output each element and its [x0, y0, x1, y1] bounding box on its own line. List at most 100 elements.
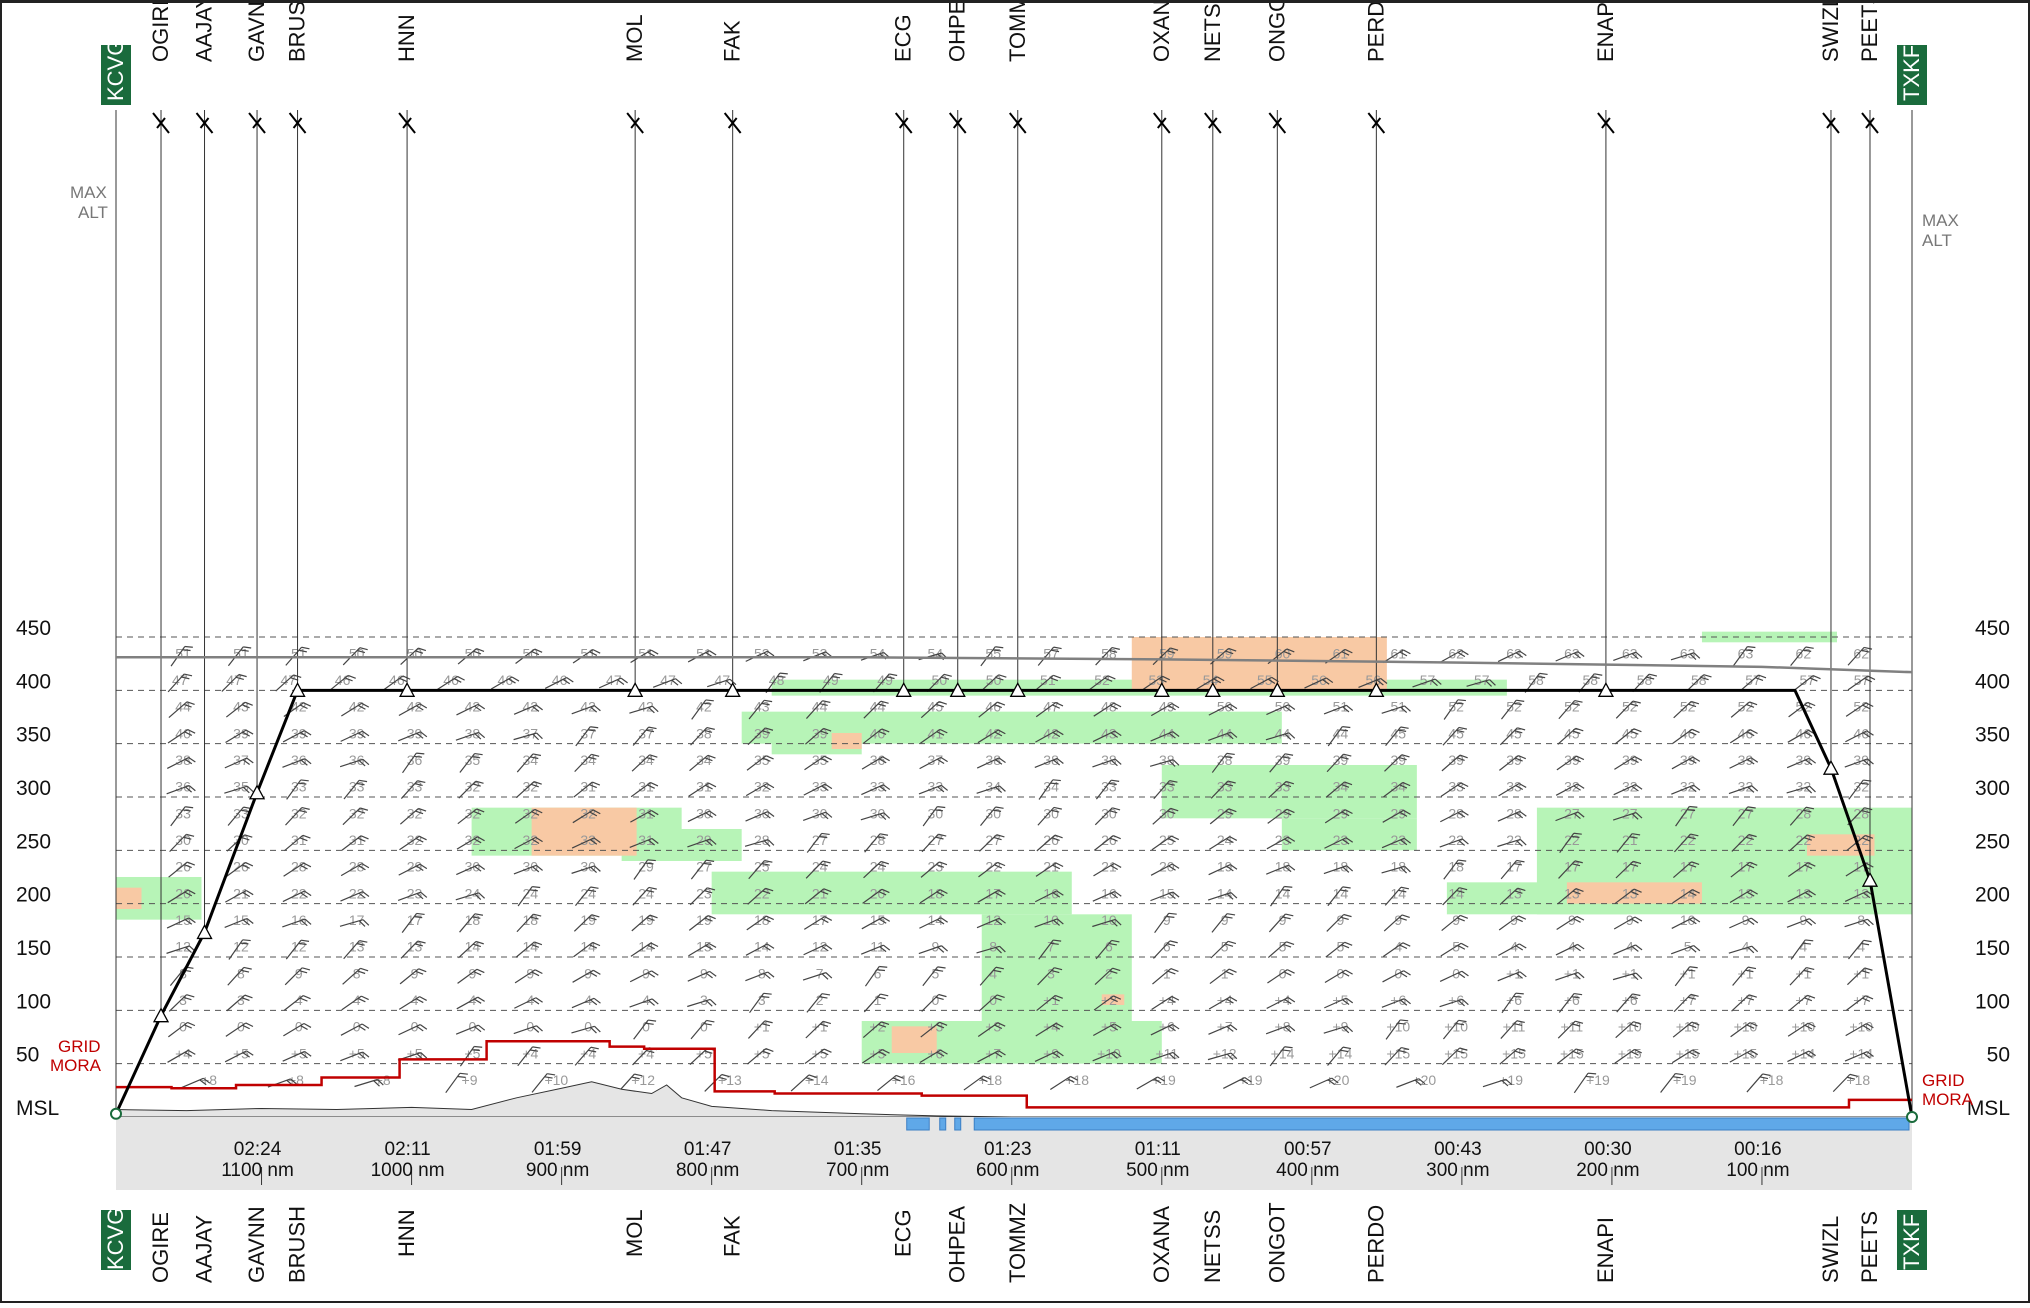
- temperature-value: 4: [1799, 939, 1807, 955]
- temperature-value: 13: [349, 939, 365, 955]
- temperature-value: +1: [812, 1019, 828, 1035]
- temperature-value: 47: [660, 672, 676, 688]
- water-segment: [906, 1117, 930, 1131]
- wind-barb: [1153, 780, 1178, 800]
- temperature-value: 27: [985, 832, 1001, 848]
- temperature-value: 11: [870, 939, 885, 955]
- temperature-value: 9: [1452, 912, 1460, 928]
- wind-barb: [399, 835, 427, 851]
- waypoint-marker: [152, 1007, 170, 1023]
- temperature-value: 27: [1738, 805, 1754, 821]
- wind-barb: [1671, 756, 1701, 770]
- wind-barb: [517, 1046, 541, 1067]
- wind-barb: [1142, 675, 1171, 691]
- temperature-value: 57: [1474, 672, 1490, 688]
- waypoint-marker: [1204, 681, 1221, 697]
- temperature-value: 7: [1047, 939, 1055, 955]
- wind-barb: [1441, 1047, 1468, 1066]
- temperature-value: 45: [1506, 725, 1522, 741]
- waypoint-symbol: [1861, 112, 1879, 134]
- wind-barb: [1672, 1021, 1700, 1038]
- wind-barb: [1196, 676, 1225, 690]
- wind-barb: [922, 806, 946, 827]
- temperature-value: 63: [1564, 645, 1580, 661]
- wind-barb: [1268, 913, 1294, 933]
- y-tick-label-right: 200: [1975, 884, 2010, 907]
- temperature-value: 30: [870, 805, 886, 821]
- wind-barb: [1385, 726, 1409, 747]
- wind-barb: [805, 860, 831, 879]
- waypoint-label-top: OXANA: [1149, 0, 1174, 62]
- temperature-value: 19: [638, 912, 654, 928]
- temperature-value: +13: [718, 1072, 742, 1088]
- wind-barb: [804, 1048, 832, 1065]
- temperature-value: 24: [812, 859, 828, 875]
- wind-barb: [1208, 996, 1238, 1010]
- wind-barb: [1793, 675, 1821, 691]
- wind-barb: [1324, 837, 1354, 849]
- wind-barb: [1443, 699, 1466, 720]
- temperature-value: 39: [1448, 752, 1464, 768]
- y-tick-label-right: 50: [1987, 1044, 2010, 1067]
- wind-barb: [1555, 783, 1585, 796]
- wind-barb: [863, 993, 889, 1013]
- wind-barb: [1848, 939, 1872, 960]
- temperature-value: 14: [465, 939, 481, 955]
- airport-point: [110, 1107, 122, 1120]
- wind-barb: [746, 915, 774, 931]
- wind-barb: [1093, 1023, 1122, 1037]
- wind-barb: [1555, 651, 1585, 662]
- temperature-value: +5: [407, 1045, 423, 1061]
- wind-barb: [1788, 862, 1816, 878]
- wind-barb: [745, 971, 775, 982]
- temperature-value: 24: [465, 885, 481, 901]
- wind-barb: [227, 966, 252, 986]
- temperature-value: 9: [1742, 912, 1750, 928]
- distance-label: 600 nm: [976, 1160, 1039, 1181]
- distance-label: 1100 nm: [221, 1160, 294, 1181]
- y-tick-label-left: 250: [16, 830, 51, 853]
- wind-barb: [1385, 1019, 1409, 1040]
- wind-barb: [166, 784, 196, 795]
- temperature-value: 37: [522, 725, 538, 741]
- distance-label: 400 nm: [1276, 1160, 1339, 1181]
- wind-barb: [1207, 1052, 1238, 1061]
- waypoint-symbol: [1597, 112, 1615, 134]
- wind-barb: [455, 892, 486, 901]
- airport-label-box-top: [101, 45, 131, 105]
- temperature-value: 58: [1101, 645, 1117, 661]
- wind-barb: [1093, 835, 1121, 851]
- waypoint-label-bottom: AAJAY: [192, 1215, 217, 1283]
- temperature-value: 18: [522, 912, 538, 928]
- waypoint-label-top: HNN: [394, 14, 419, 62]
- wind-barb: [1208, 864, 1238, 876]
- waypoint-marker: [1822, 759, 1840, 775]
- temperature-value: 27: [1622, 805, 1638, 821]
- wind-barb: [687, 810, 717, 823]
- temperature-value: 30: [754, 805, 770, 821]
- wind-barb: [922, 966, 946, 987]
- waypoint-marker: [289, 681, 306, 697]
- waypoint-label-top: TOMMZ: [1005, 0, 1030, 62]
- wind-barb: [805, 1020, 832, 1039]
- temperature-value: 32: [1680, 779, 1696, 795]
- wind-barb: [169, 833, 195, 853]
- y-tick-label-right: 450: [1975, 617, 2010, 640]
- temperature-value: 44: [870, 699, 886, 715]
- waypoint-markers: [110, 681, 1918, 1123]
- wind-barb: [920, 1021, 948, 1038]
- temperature-value: 3: [179, 992, 187, 1008]
- wind-barb: [963, 1075, 991, 1091]
- wind-barb: [515, 781, 542, 799]
- wind-barb: [689, 887, 716, 906]
- wind-barb: [861, 916, 891, 930]
- wind-barb: [1358, 677, 1388, 689]
- wind-barb: [977, 1022, 1006, 1038]
- temperature-value: 6: [874, 965, 882, 981]
- temperature-value: 9: [1221, 912, 1229, 928]
- temperature-value: 30: [812, 805, 828, 821]
- wind-barb: [862, 1021, 890, 1038]
- temperature-value: 45: [1564, 725, 1580, 741]
- wind-barb: [1038, 779, 1061, 800]
- wind-barb: [1729, 889, 1758, 904]
